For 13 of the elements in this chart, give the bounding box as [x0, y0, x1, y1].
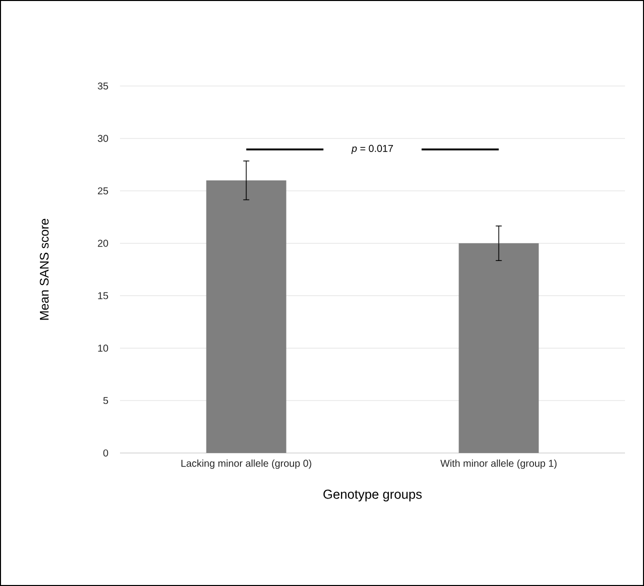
y-tick-label: 15 — [98, 292, 108, 300]
annotation: p = 0.017 — [351, 144, 393, 154]
y-tick-label: 10 — [98, 344, 108, 352]
y-tick-label: 25 — [98, 187, 108, 194]
y-axis-title: Mean SANS score — [40, 218, 49, 320]
y-tick-label: 35 — [98, 82, 108, 90]
x-tick-label: With minor allele (group 1) — [440, 460, 557, 469]
x-axis-title: Genotype groups — [323, 490, 422, 502]
y-tick-label: 5 — [103, 397, 108, 404]
y-tick-label: 0 — [103, 449, 108, 457]
y-tick-label: 30 — [98, 134, 108, 142]
y-tick-label: 20 — [98, 240, 108, 247]
x-tick-label: Lacking minor allele (group 0) — [181, 460, 312, 469]
